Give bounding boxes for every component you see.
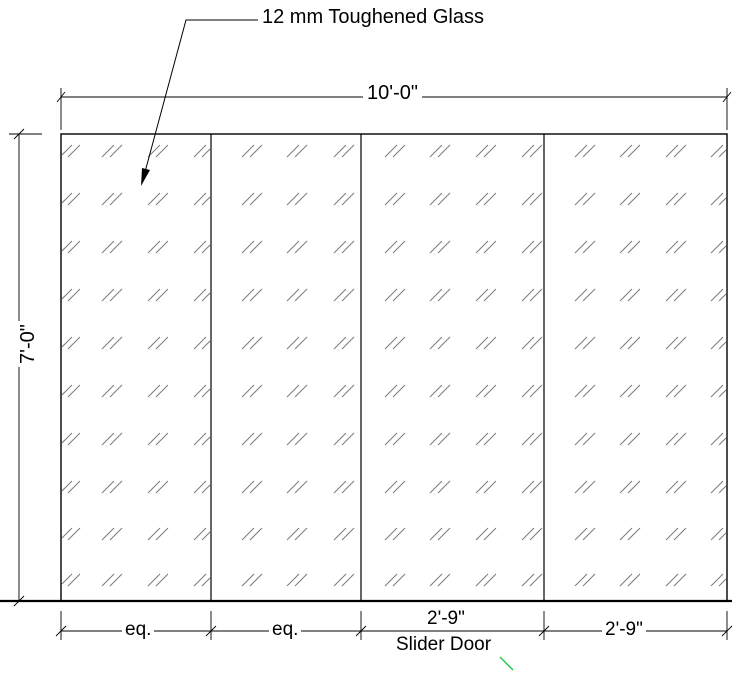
glass-frame: [60, 133, 728, 602]
leader-arrowhead: [141, 168, 150, 186]
panel-1-dimension: eq.: [122, 620, 155, 639]
overall-height-label: 7'-0": [17, 321, 39, 367]
overall-width-label: 10'-0": [363, 83, 422, 103]
panel-4-dimension: 2'-9": [602, 620, 646, 639]
glass-note-leader: [144, 19, 258, 173]
panel-3-dimension: 2'-9": [424, 609, 468, 628]
glass-note-label: 12 mm Toughened Glass: [262, 6, 484, 28]
glass-hatch: [61, 144, 727, 587]
slider-door-label: Slider Door: [394, 634, 494, 655]
green-marker: [499, 656, 514, 671]
panel-2-dimension: eq.: [269, 620, 302, 639]
height-dimension: [9, 128, 42, 607]
